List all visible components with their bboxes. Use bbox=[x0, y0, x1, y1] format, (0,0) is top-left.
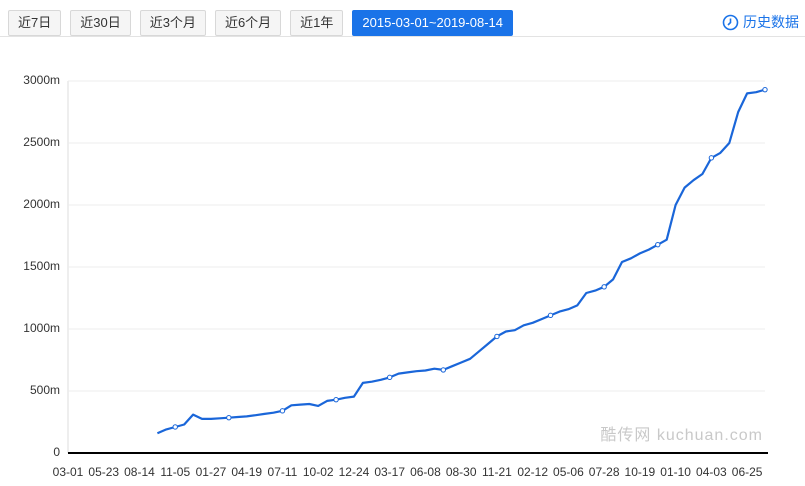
data-point bbox=[386, 374, 393, 381]
history-label[interactable]: 历史数据 bbox=[743, 14, 799, 30]
y-tick-label: 0 bbox=[53, 445, 60, 459]
tab[interactable]: 2015-03-01~2019-08-14 bbox=[352, 10, 513, 36]
history-link[interactable]: 历史数据 bbox=[722, 12, 799, 32]
x-tick-label: 08-30 bbox=[446, 465, 477, 479]
y-tick-label: 1500m bbox=[23, 259, 60, 273]
x-tick-label: 05-06 bbox=[553, 465, 584, 479]
watermark: 酷传网 kuchuan.com bbox=[600, 426, 763, 444]
data-point bbox=[708, 155, 715, 161]
x-tick-label: 07-11 bbox=[268, 465, 298, 479]
x-tick-label: 10-19 bbox=[625, 465, 656, 479]
x-tick-label: 06-08 bbox=[410, 465, 441, 479]
y-tick-label: 2500m bbox=[23, 135, 60, 149]
tab[interactable]: 近3个月 bbox=[139, 10, 206, 36]
y-tick-label: 1000m bbox=[23, 321, 60, 335]
x-tick-label: 01-10 bbox=[660, 465, 691, 479]
y-tick-label: 500m bbox=[30, 383, 60, 397]
data-point bbox=[440, 367, 447, 373]
data-point bbox=[172, 424, 178, 430]
separator bbox=[0, 36, 805, 37]
data-point bbox=[601, 284, 607, 290]
tab-bar: 近7日 近30日 近3个月 近6个月 近1年 2015-03-01~2019-08-14 bbox=[8, 10, 513, 36]
x-tick-label: 10-02 bbox=[303, 465, 334, 479]
data-point bbox=[655, 241, 661, 248]
x-tick-label: 01-27 bbox=[196, 465, 227, 479]
y-tick-label: 2000m bbox=[23, 197, 60, 211]
y-tick-label: 3000m bbox=[23, 73, 60, 87]
data-point bbox=[762, 86, 768, 93]
data-point bbox=[547, 312, 554, 319]
x-tick-label: 07-28 bbox=[589, 465, 620, 479]
x-tick-label: 11-05 bbox=[160, 465, 190, 479]
data-point bbox=[494, 333, 500, 340]
x-tick-label: 03-17 bbox=[374, 465, 405, 479]
data-line bbox=[156, 88, 766, 435]
x-tick-label: 12-24 bbox=[339, 465, 370, 479]
x-tick-label: 03-01 bbox=[53, 465, 84, 479]
x-tick-label: 05-23 bbox=[88, 465, 119, 479]
data-point bbox=[279, 408, 286, 414]
tab[interactable]: 近7日 bbox=[8, 10, 62, 36]
x-tick-label: 02-12 bbox=[517, 465, 548, 479]
data-point bbox=[226, 414, 232, 421]
history-icon bbox=[722, 14, 739, 30]
tab[interactable]: 近30日 bbox=[70, 10, 131, 36]
x-tick-label: 04-03 bbox=[696, 465, 727, 479]
x-tick-label: 08-14 bbox=[124, 465, 155, 479]
tab[interactable]: 近1年 bbox=[290, 10, 344, 36]
x-tick-label: 06-25 bbox=[732, 465, 763, 479]
tab[interactable]: 近6个月 bbox=[214, 10, 282, 36]
x-tick-label: 11-21 bbox=[482, 465, 512, 479]
x-tick-label: 04-19 bbox=[231, 465, 262, 479]
data-point bbox=[333, 396, 339, 403]
